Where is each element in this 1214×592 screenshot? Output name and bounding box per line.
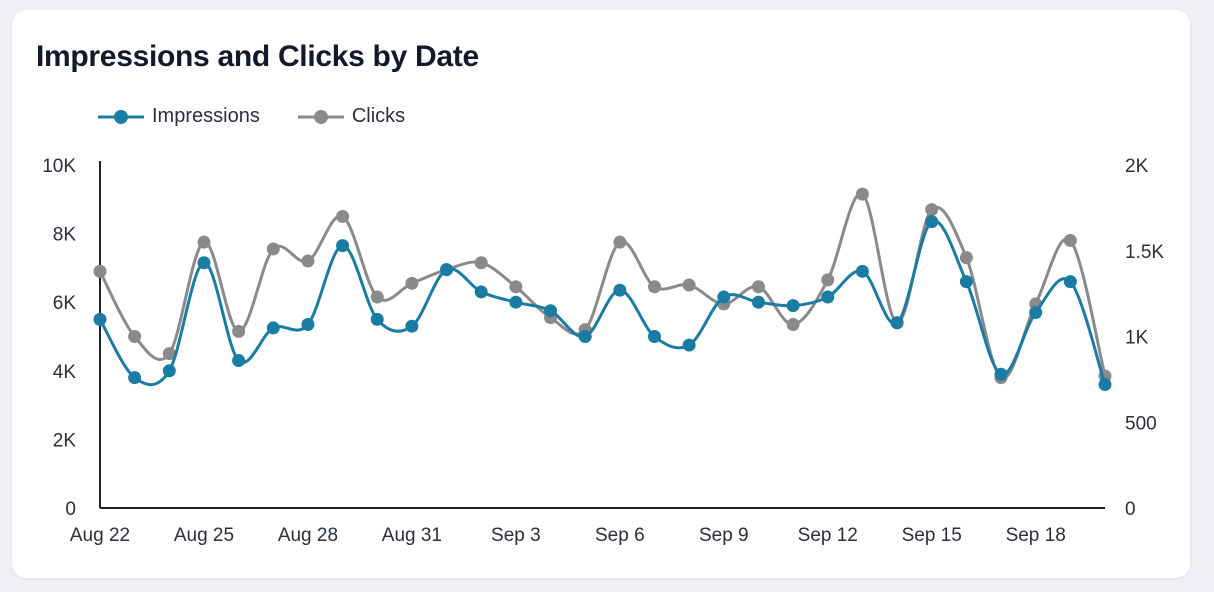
y-right-tick-label: 500 bbox=[1125, 413, 1157, 434]
data-point-impressions bbox=[855, 264, 869, 278]
y-left-tick-label: 8K bbox=[53, 225, 77, 246]
x-tick-label: Sep 9 bbox=[699, 525, 749, 546]
y-left-tick-label: 0 bbox=[65, 499, 76, 520]
data-point-clicks bbox=[647, 280, 661, 294]
series-line-impressions bbox=[98, 219, 1107, 387]
y-right-tick-label: 1K bbox=[1125, 328, 1149, 349]
data-point-clicks bbox=[405, 276, 419, 290]
data-point-impressions bbox=[128, 371, 142, 385]
data-point-impressions bbox=[162, 364, 176, 378]
x-tick-label: Aug 31 bbox=[382, 525, 442, 546]
data-point-impressions bbox=[959, 275, 973, 289]
data-point-impressions bbox=[821, 290, 835, 304]
data-point-impressions bbox=[370, 312, 384, 326]
x-tick-label: Sep 12 bbox=[798, 525, 858, 546]
data-point-clicks bbox=[925, 203, 939, 217]
data-point-impressions bbox=[266, 321, 280, 335]
data-point-clicks bbox=[959, 251, 973, 265]
y-left-tick-label: 4K bbox=[53, 362, 77, 383]
x-tick-label: Sep 3 bbox=[491, 525, 541, 546]
data-point-impressions bbox=[405, 319, 419, 333]
data-point-clicks bbox=[336, 209, 350, 223]
x-tick-label: Aug 25 bbox=[174, 525, 234, 546]
data-point-impressions bbox=[890, 316, 904, 330]
legend-swatch-clicks bbox=[297, 109, 344, 124]
chart-title: Impressions and Clicks by Date bbox=[36, 40, 479, 73]
data-point-impressions bbox=[925, 215, 939, 229]
data-point-impressions bbox=[1098, 378, 1112, 392]
data-point-clicks bbox=[301, 254, 315, 268]
data-point-impressions bbox=[93, 312, 107, 326]
x-tick-label: Sep 18 bbox=[1006, 525, 1066, 546]
data-point-impressions bbox=[682, 338, 696, 352]
data-point-impressions bbox=[301, 317, 315, 331]
data-point-impressions bbox=[232, 354, 246, 368]
y-right-tick-label: 2K bbox=[1125, 156, 1149, 177]
data-point-impressions bbox=[336, 239, 350, 253]
legend-label-clicks: Clicks bbox=[351, 105, 406, 127]
data-point-clicks bbox=[786, 317, 800, 331]
data-point-clicks bbox=[821, 273, 835, 287]
y-right-tick-label: 1.5K bbox=[1125, 242, 1164, 263]
data-point-clicks bbox=[613, 235, 627, 249]
data-point-impressions bbox=[1063, 275, 1077, 289]
legend-item-clicks[interactable]: Clicks bbox=[297, 105, 406, 128]
data-point-clicks bbox=[197, 235, 211, 249]
data-point-clicks bbox=[266, 242, 280, 256]
x-tick-label: Aug 22 bbox=[70, 525, 130, 546]
legend-swatch-impressions bbox=[98, 109, 144, 124]
data-point-clicks bbox=[509, 280, 523, 294]
data-point-impressions bbox=[474, 285, 488, 299]
data-point-clicks bbox=[855, 187, 869, 201]
x-tick-label: Aug 28 bbox=[278, 525, 338, 546]
data-point-impressions bbox=[1029, 305, 1043, 319]
data-point-impressions bbox=[786, 299, 800, 313]
data-point-clicks bbox=[1063, 233, 1077, 247]
legend-label-impressions: Impressions bbox=[152, 105, 260, 127]
data-point-impressions bbox=[197, 256, 211, 270]
data-point-impressions bbox=[544, 304, 558, 318]
y-left-tick-label: 2K bbox=[53, 430, 77, 451]
data-point-clicks bbox=[474, 256, 488, 270]
data-point-clicks bbox=[682, 278, 696, 292]
data-point-impressions bbox=[751, 295, 765, 309]
data-point-impressions bbox=[994, 367, 1008, 381]
x-tick-label: Sep 15 bbox=[902, 525, 962, 546]
data-point-impressions bbox=[647, 330, 661, 343]
data-point-impressions bbox=[509, 295, 523, 309]
y-left-tick-label: 6K bbox=[53, 293, 77, 314]
data-point-impressions bbox=[578, 330, 592, 343]
data-point-clicks bbox=[162, 347, 176, 361]
chart-legend: Impressions Clicks bbox=[98, 105, 405, 128]
data-point-impressions bbox=[613, 283, 627, 297]
y-right-tick-label: 0 bbox=[1125, 499, 1136, 520]
x-tick-label: Sep 6 bbox=[595, 525, 645, 546]
data-point-clicks bbox=[370, 290, 384, 304]
data-point-clicks bbox=[751, 280, 765, 294]
data-point-clicks bbox=[232, 324, 246, 338]
y-left-tick-label: 10K bbox=[42, 156, 76, 177]
series-line-clicks bbox=[98, 192, 1107, 380]
data-point-clicks bbox=[93, 264, 107, 278]
data-point-impressions bbox=[440, 263, 454, 277]
data-point-clicks bbox=[128, 330, 142, 343]
legend-item-impressions[interactable]: Impressions bbox=[98, 105, 260, 128]
data-point-impressions bbox=[717, 290, 731, 304]
